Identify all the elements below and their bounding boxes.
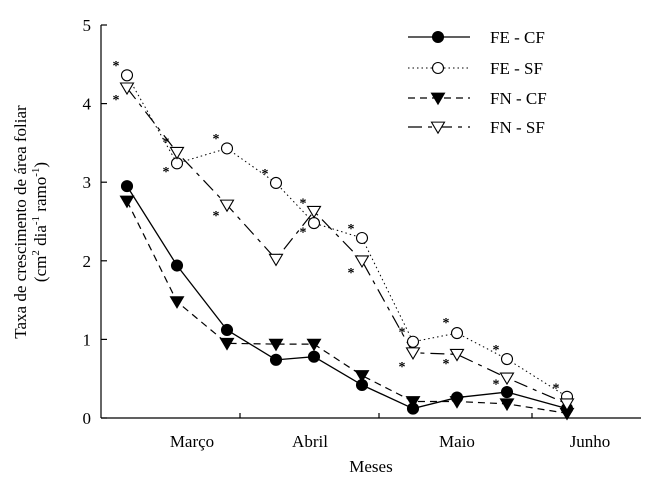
data-point-series-3 bbox=[354, 370, 370, 383]
data-point-series-2 bbox=[220, 142, 234, 155]
significance-markers: * * * * * * * * * * * * * * * * * * bbox=[113, 59, 560, 396]
significance-asterisk: * bbox=[493, 377, 500, 392]
data-point-series-4 bbox=[306, 205, 322, 219]
significance-asterisk: * bbox=[300, 197, 307, 212]
x-axis-title: Meses bbox=[349, 457, 392, 476]
y-tick-label: 2 bbox=[83, 252, 92, 271]
y-axis-title-line2: (cm2 dia-1 ramo-1) bbox=[30, 162, 50, 282]
data-point-series-1 bbox=[170, 259, 184, 272]
significance-asterisk: * bbox=[399, 360, 406, 375]
significance-asterisk: * bbox=[113, 93, 120, 108]
series-line-3 bbox=[126, 200, 568, 414]
legend-marker bbox=[430, 92, 446, 106]
axes bbox=[100, 25, 641, 419]
data-point-series-3 bbox=[499, 398, 515, 412]
data-point-series-2 bbox=[120, 69, 134, 82]
significance-asterisk: * bbox=[163, 135, 170, 150]
data-point-series-3 bbox=[405, 396, 421, 409]
series-markers bbox=[119, 69, 575, 421]
data-point-series-1 bbox=[500, 386, 514, 399]
significance-asterisk: * bbox=[163, 165, 170, 180]
legend-marker bbox=[431, 61, 445, 75]
y-tick-label: 5 bbox=[83, 16, 92, 35]
y-axis-title-line1: Taxa de crescimento de área foliar bbox=[11, 105, 30, 339]
data-point-series-3 bbox=[219, 337, 235, 351]
series-line-1 bbox=[126, 185, 568, 410]
data-point-series-4 bbox=[169, 146, 185, 160]
y-tick-label: 4 bbox=[83, 95, 92, 114]
data-point-series-2 bbox=[500, 352, 514, 366]
series-line-2 bbox=[126, 75, 568, 398]
data-point-series-1 bbox=[269, 353, 283, 366]
significance-asterisk: * bbox=[213, 132, 220, 147]
data-point-series-3 bbox=[169, 296, 185, 309]
data-point-series-1 bbox=[220, 323, 234, 337]
data-point-series-1 bbox=[120, 180, 134, 193]
legend-marker bbox=[430, 121, 446, 135]
data-point-series-4 bbox=[219, 199, 235, 213]
series-line-4 bbox=[126, 87, 568, 405]
significance-asterisk: * bbox=[348, 222, 355, 237]
y-tick-label: 0 bbox=[83, 409, 92, 428]
data-point-series-4 bbox=[119, 82, 135, 96]
legend: FE - CF FE - SF FN - CF FN - SF bbox=[408, 28, 547, 137]
data-point-series-2 bbox=[450, 327, 464, 340]
data-point-series-3 bbox=[119, 195, 135, 209]
legend-label: FN - SF bbox=[490, 118, 545, 137]
significance-asterisk: * bbox=[213, 209, 220, 224]
data-point-series-4 bbox=[449, 348, 465, 362]
y-ticks: 0 1 2 3 4 5 bbox=[83, 16, 107, 428]
data-point-series-3 bbox=[268, 338, 284, 352]
series-lines bbox=[126, 75, 568, 414]
significance-asterisk: * bbox=[300, 226, 307, 241]
x-tick-label: Maio bbox=[439, 432, 475, 451]
significance-asterisk: * bbox=[493, 343, 500, 358]
legend-label: FE - SF bbox=[490, 59, 543, 78]
significance-asterisk: * bbox=[553, 381, 560, 396]
data-point-series-4 bbox=[354, 255, 370, 269]
data-point-series-1 bbox=[307, 350, 321, 363]
legend-label: FE - CF bbox=[490, 28, 545, 47]
x-tick-label: Abril bbox=[292, 432, 328, 451]
legend-marker bbox=[431, 30, 445, 44]
data-point-series-4 bbox=[559, 398, 575, 412]
significance-asterisk: * bbox=[399, 326, 406, 341]
y-axis-title: Taxa de crescimento de área foliar (cm2 … bbox=[11, 105, 50, 339]
y-tick-label: 1 bbox=[83, 330, 92, 349]
y-tick-label: 3 bbox=[83, 173, 92, 192]
legend-label: FN - CF bbox=[490, 89, 547, 108]
data-point-series-2 bbox=[406, 335, 420, 348]
data-point-series-2 bbox=[355, 231, 369, 245]
data-point-series-2 bbox=[269, 176, 283, 190]
significance-asterisk: * bbox=[113, 59, 120, 74]
data-point-series-4 bbox=[405, 347, 421, 361]
data-point-series-3 bbox=[306, 338, 322, 352]
significance-asterisk: * bbox=[348, 266, 355, 281]
data-point-series-3 bbox=[449, 396, 465, 409]
data-point-series-2 bbox=[307, 217, 321, 230]
data-point-series-4 bbox=[499, 372, 515, 386]
significance-asterisk: * bbox=[443, 316, 450, 331]
x-tick-label: Março bbox=[170, 432, 214, 451]
x-ticks: Março Abril Maio Junho bbox=[170, 413, 611, 451]
data-point-series-4 bbox=[268, 253, 284, 267]
significance-asterisk: * bbox=[262, 167, 269, 182]
significance-asterisk: * bbox=[443, 357, 450, 372]
x-tick-label: Junho bbox=[570, 432, 611, 451]
